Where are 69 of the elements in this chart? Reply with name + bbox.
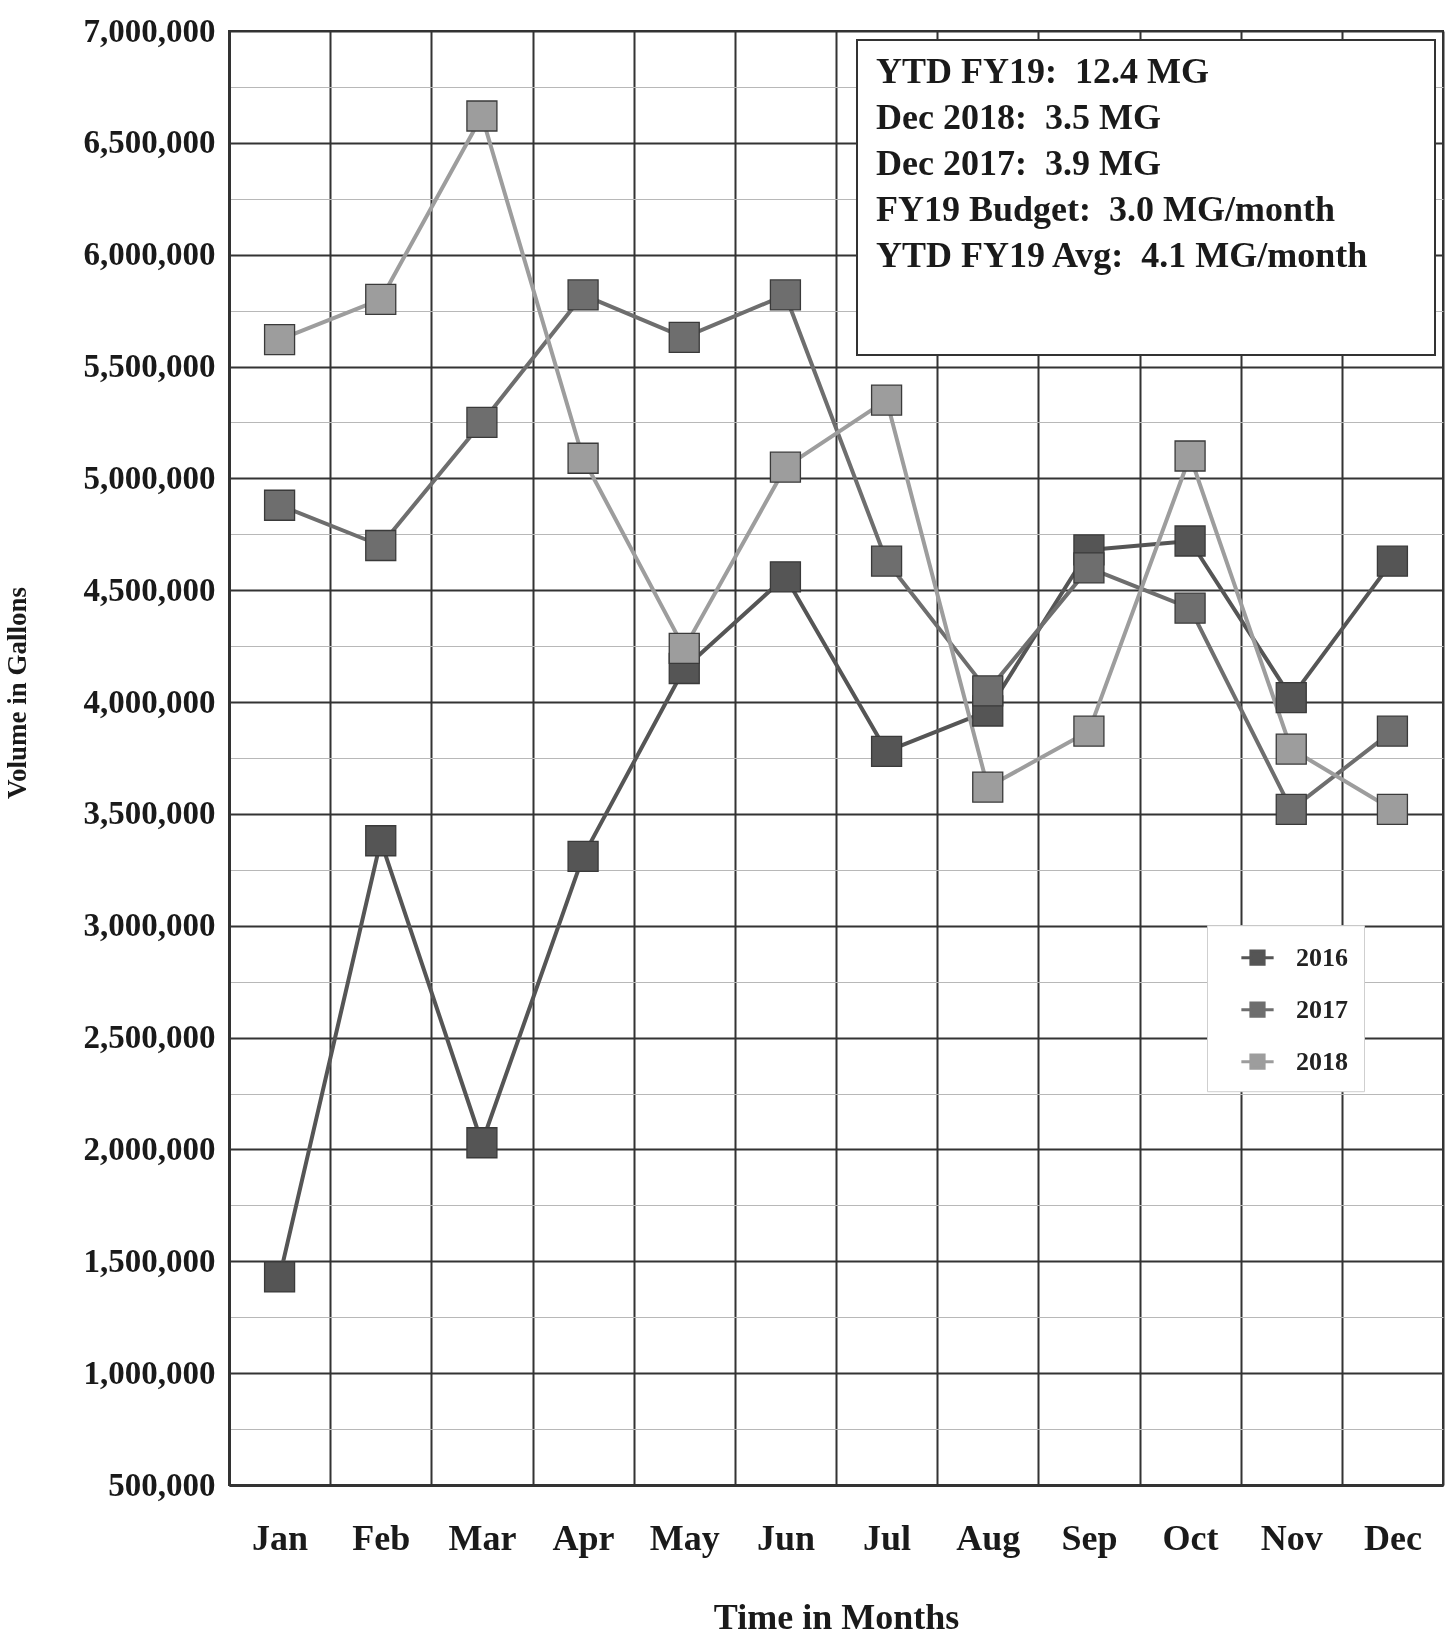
point xyxy=(567,442,599,474)
point xyxy=(1275,733,1307,765)
point xyxy=(1174,525,1206,557)
y-tick-label: 4,000,000 xyxy=(83,683,216,720)
annotation: YTD FY19: 12.4 MG xyxy=(876,51,1209,91)
x-tick-label: Sep xyxy=(1061,1517,1118,1558)
point xyxy=(263,489,296,521)
x-tick-label: Feb xyxy=(352,1517,411,1558)
point xyxy=(1073,552,1105,584)
point xyxy=(466,1127,498,1159)
y-tick-label: 1,500,000 xyxy=(83,1242,216,1279)
x-tick-label: Aug xyxy=(956,1517,1021,1558)
y-tick-label: 1,000,000 xyxy=(83,1354,216,1391)
x-tick-label: Jan xyxy=(252,1517,309,1558)
y-tick-label: 2,500,000 xyxy=(83,1019,216,1056)
x-tick-label: Mar xyxy=(448,1517,517,1558)
x-axis-title: Time in Months xyxy=(713,1596,960,1637)
annotation: FY19 Budget: 3.0 MG/month xyxy=(876,189,1335,229)
y-tick-label: 3,000,000 xyxy=(83,907,216,944)
point xyxy=(466,406,498,439)
legend-label: 2017 xyxy=(1296,994,1348,1024)
point xyxy=(668,632,700,665)
x-tick-label: Nov xyxy=(1260,1517,1323,1558)
point xyxy=(1073,715,1105,747)
y-tick-label: 6,000,000 xyxy=(83,236,216,273)
point xyxy=(972,771,1004,803)
point xyxy=(1275,793,1307,826)
point xyxy=(1376,715,1409,747)
point xyxy=(466,100,498,132)
point xyxy=(668,321,700,354)
point xyxy=(1376,793,1409,826)
point xyxy=(870,545,903,577)
point xyxy=(263,1261,296,1293)
point xyxy=(769,561,802,593)
annotation: YTD FY19 Avg: 4.1 MG/month xyxy=(876,235,1368,275)
x-tick-label: May xyxy=(649,1517,720,1558)
annotation: Dec 2017: 3.9 MG xyxy=(876,143,1161,183)
point xyxy=(567,840,599,873)
point xyxy=(972,675,1004,707)
point xyxy=(769,451,802,483)
point xyxy=(769,279,802,311)
x-tick-label: Jul xyxy=(863,1517,912,1558)
x-tick-label: Apr xyxy=(552,1517,615,1558)
y-axis-title: Volume in Gallons xyxy=(1,587,32,800)
point xyxy=(1174,592,1206,624)
y-tick-label: 3,500,000 xyxy=(83,795,216,832)
y-tick-label: 7,000,000 xyxy=(83,12,216,49)
point xyxy=(870,735,903,767)
point xyxy=(870,384,903,416)
point xyxy=(1376,545,1409,577)
y-tick-label: 4,500,000 xyxy=(83,571,216,608)
point xyxy=(1275,681,1307,714)
legend-label: 2016 xyxy=(1296,942,1348,972)
point xyxy=(365,825,397,857)
y-tick-label: 5,500,000 xyxy=(83,348,216,385)
y-tick-label: 5,000,000 xyxy=(83,459,216,496)
legend-label: 2018 xyxy=(1296,1046,1348,1076)
x-tick-label: Jun xyxy=(756,1517,815,1558)
point xyxy=(567,279,599,311)
point xyxy=(263,324,296,356)
x-tick-label: Dec xyxy=(1363,1517,1422,1558)
annotation: Dec 2018: 3.5 MG xyxy=(876,97,1161,137)
point xyxy=(365,529,397,562)
y-tick-label: 500,000 xyxy=(108,1466,216,1503)
point xyxy=(1174,440,1206,472)
y-tick-label: 6,500,000 xyxy=(83,124,216,161)
point xyxy=(365,283,397,316)
x-tick-label: Oct xyxy=(1162,1517,1219,1558)
y-tick-label: 2,000,000 xyxy=(83,1130,216,1167)
